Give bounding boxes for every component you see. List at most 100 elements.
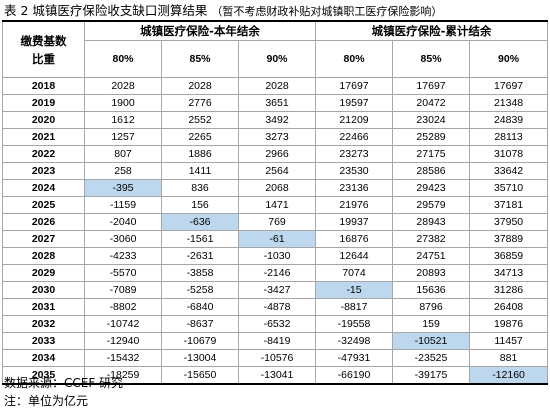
value-cell: 33642 bbox=[469, 162, 549, 180]
value-cell: -61 bbox=[237, 230, 317, 248]
table-row: 2034 -15432 -13004 -10576 -47931 -23525 881 bbox=[2, 349, 549, 367]
value-cell: 2028 bbox=[84, 77, 162, 95]
value-cell: 28586 bbox=[392, 162, 471, 180]
value-cell: -23525 bbox=[392, 349, 471, 367]
value-cell: 17697 bbox=[392, 77, 471, 95]
value-cell: -4233 bbox=[84, 247, 162, 265]
value-cell: 29579 bbox=[392, 196, 471, 214]
value-cell: -15650 bbox=[161, 366, 239, 385]
value-cell: -10576 bbox=[237, 349, 317, 367]
value-cell: 8796 bbox=[392, 298, 471, 316]
table-row: 2032 -10742 -8637 -6532 -19558 159 19876 bbox=[2, 315, 549, 333]
value-cell: 769 bbox=[237, 213, 317, 231]
value-cell: 31286 bbox=[469, 281, 549, 299]
value-cell: 19597 bbox=[315, 94, 394, 112]
year-cell: 2029 bbox=[2, 264, 85, 282]
unit-note: 注：单位为亿元 bbox=[4, 394, 89, 408]
value-cell: 21976 bbox=[315, 196, 394, 214]
pct-header: 80% bbox=[84, 40, 162, 78]
value-cell: 19937 bbox=[315, 213, 394, 231]
pct-header: 90% bbox=[469, 40, 549, 78]
value-cell: 23273 bbox=[315, 145, 394, 163]
deficit-table: 缴费基数 比重 城镇医疗保险-本年结余 城镇医疗保险-累计结余 80% 85% … bbox=[2, 20, 549, 385]
year-cell: 2032 bbox=[2, 315, 85, 333]
corner-line2: 比重 bbox=[32, 51, 55, 66]
value-cell: 2265 bbox=[161, 128, 239, 146]
value-cell: 29423 bbox=[392, 179, 471, 197]
value-cell: 3273 bbox=[237, 128, 317, 146]
table-row: 2033 -12940 -10679 -8419 -32498 -10521 11457 bbox=[2, 332, 549, 350]
value-cell: 2068 bbox=[237, 179, 317, 197]
table-row: 2022 807 1886 2966 23273 27175 31078 bbox=[2, 145, 549, 163]
table-row: 2024 -395 836 2068 23136 29423 35710 bbox=[2, 179, 549, 197]
value-cell: 37889 bbox=[469, 230, 549, 248]
value-cell: -3427 bbox=[237, 281, 317, 299]
value-cell: -1159 bbox=[84, 196, 162, 214]
value-cell: -13004 bbox=[161, 349, 239, 367]
year-cell: 2021 bbox=[2, 128, 85, 146]
value-cell: 34713 bbox=[469, 264, 549, 282]
value-cell: 3651 bbox=[237, 94, 317, 112]
value-cell: 3492 bbox=[237, 111, 317, 129]
value-cell: -8817 bbox=[315, 298, 394, 316]
value-cell: 24751 bbox=[392, 247, 471, 265]
value-cell: -5570 bbox=[84, 264, 162, 282]
value-cell: -395 bbox=[84, 179, 162, 197]
value-cell: 1471 bbox=[237, 196, 317, 214]
value-cell: 1411 bbox=[161, 162, 239, 180]
value-cell: 258 bbox=[84, 162, 162, 180]
year-cell: 2023 bbox=[2, 162, 85, 180]
value-cell: 28943 bbox=[392, 213, 471, 231]
group-annual-header: 城镇医疗保险-本年结余 bbox=[83, 20, 317, 41]
value-cell: 2028 bbox=[161, 77, 239, 95]
table-row: 2025 -1159 156 1471 21976 29579 37181 bbox=[2, 196, 549, 214]
value-cell: 11457 bbox=[469, 332, 549, 350]
value-cell: 159 bbox=[392, 315, 471, 333]
value-cell: 37181 bbox=[469, 196, 549, 214]
value-cell: 2028 bbox=[237, 77, 317, 95]
pct-header: 80% bbox=[315, 40, 394, 78]
value-cell: -8637 bbox=[161, 315, 239, 333]
value-cell: -6840 bbox=[161, 298, 239, 316]
year-cell: 2019 bbox=[2, 94, 85, 112]
year-cell: 2026 bbox=[2, 213, 85, 231]
value-cell: 27382 bbox=[392, 230, 471, 248]
value-cell: 20893 bbox=[392, 264, 471, 282]
value-cell: 25289 bbox=[392, 128, 471, 146]
value-cell: 836 bbox=[161, 179, 239, 197]
corner-line1: 缴费基数 bbox=[20, 33, 67, 48]
value-cell: -10742 bbox=[84, 315, 162, 333]
value-cell: 16876 bbox=[315, 230, 394, 248]
value-cell: -8802 bbox=[84, 298, 162, 316]
year-cell: 2034 bbox=[2, 349, 85, 367]
value-cell: -66190 bbox=[315, 366, 394, 385]
value-cell: 807 bbox=[84, 145, 162, 163]
caption-note: （暂不考虑财政补贴对城镇职工医疗保险影响） bbox=[211, 5, 443, 18]
value-cell: -10521 bbox=[392, 332, 471, 350]
value-cell: 23024 bbox=[392, 111, 471, 129]
value-cell: -4878 bbox=[237, 298, 317, 316]
table-body: 2018 2028 2028 2028 17697 17697 17697 2019 1900 2… bbox=[2, 77, 549, 385]
value-cell: 2776 bbox=[161, 94, 239, 112]
value-cell: -19558 bbox=[315, 315, 394, 333]
table-row: 2020 1612 2552 3492 21209 23024 24839 bbox=[2, 111, 549, 129]
table-row: 2023 258 1411 2564 23530 28586 33642 bbox=[2, 162, 549, 180]
table-row: 2026 -2040 -636 769 19937 28943 37950 bbox=[2, 213, 549, 231]
table-row: 2027 -3060 -1561 -61 16876 27382 37889 bbox=[2, 230, 549, 248]
value-cell: -10679 bbox=[161, 332, 239, 350]
value-cell: 37950 bbox=[469, 213, 549, 231]
value-cell: 21209 bbox=[315, 111, 394, 129]
pct-header: 90% bbox=[237, 40, 317, 78]
year-cell: 2022 bbox=[2, 145, 85, 163]
value-cell: -32498 bbox=[315, 332, 394, 350]
year-cell: 2033 bbox=[2, 332, 85, 350]
caption-title: 表 2 城镇医疗保险收支缺口测算结果 bbox=[4, 3, 208, 18]
value-cell: -636 bbox=[161, 213, 239, 231]
value-cell: -1561 bbox=[161, 230, 239, 248]
table-row: 2030 -7089 -5258 -3427 -15 15636 31286 bbox=[2, 281, 549, 299]
table-row: 2028 -4233 -2631 -1030 12644 24751 36859 bbox=[2, 247, 549, 265]
table-row: 2018 2028 2028 2028 17697 17697 17697 bbox=[2, 77, 549, 95]
table-row: 2031 -8802 -6840 -4878 -8817 8796 26408 bbox=[2, 298, 549, 316]
value-cell: 23530 bbox=[315, 162, 394, 180]
value-cell: 156 bbox=[161, 196, 239, 214]
